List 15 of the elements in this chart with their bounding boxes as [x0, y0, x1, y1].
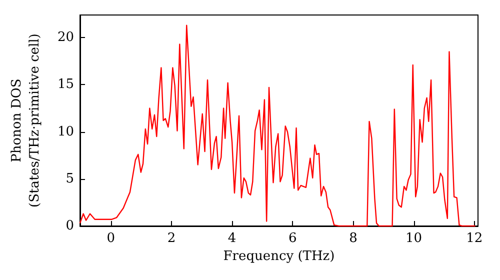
y-tick-label: 10: [57, 124, 74, 140]
y-tick-label: 5: [66, 171, 74, 186]
y-axis-title: Phonon DOS (States/THz·primitive cell): [10, 33, 42, 208]
x-tick-label: 6: [288, 231, 297, 246]
x-axis-title: Frequency (THz): [223, 249, 335, 264]
line-series: [79, 24, 476, 227]
x-tick-label: 10: [406, 231, 422, 246]
y-tick-label: 15: [57, 77, 74, 92]
y-tick-label: 20: [57, 30, 74, 46]
x-tick-label: 2: [167, 231, 176, 246]
x-tick-label: 4: [228, 231, 236, 246]
x-tick-label: 8: [349, 231, 358, 246]
x-tick-label: 0: [106, 231, 116, 246]
x-tick-label: 12: [466, 231, 483, 246]
y-tick-label: 0: [66, 218, 74, 234]
